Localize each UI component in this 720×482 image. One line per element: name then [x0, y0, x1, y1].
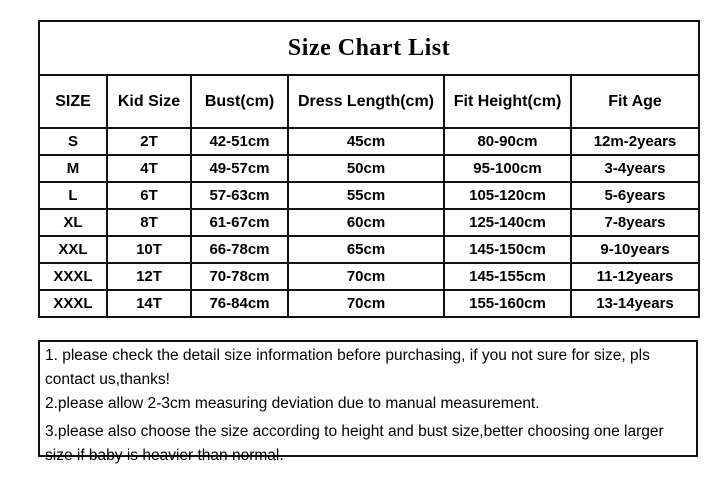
table-cell: 61-67cm — [190, 208, 289, 237]
column-header-size: SIZE — [38, 74, 108, 129]
column-header-fit-height: Fit Height(cm) — [443, 74, 572, 129]
table-cell: 42-51cm — [190, 127, 289, 156]
size-chart-table: Size Chart List SIZE Kid Size Bust(cm) D… — [38, 20, 700, 318]
column-header-dress-length: Dress Length(cm) — [287, 74, 445, 129]
table-cell: XXXL — [38, 289, 108, 318]
table-cell: 155-160cm — [443, 289, 572, 318]
table-cell: 50cm — [287, 154, 445, 183]
table-cell: 4T — [106, 154, 192, 183]
column-header-fit-age: Fit Age — [570, 74, 700, 129]
table-row-s: S 2T 42-51cm 45cm 80-90cm 12m-2years — [38, 127, 700, 156]
note-line: 1. please check the detail size informat… — [45, 347, 650, 388]
table-cell: 7-8years — [570, 208, 700, 237]
table-cell: 12T — [106, 262, 192, 291]
table-cell: 70cm — [287, 262, 445, 291]
note-line: 2.please allow 2-3cm measuring deviation… — [45, 395, 540, 412]
table-cell: L — [38, 181, 108, 210]
table-cell: 3-4years — [570, 154, 700, 183]
table-cell: 95-100cm — [443, 154, 572, 183]
table-cell: 65cm — [287, 235, 445, 264]
table-cell: 10T — [106, 235, 192, 264]
table-cell: XXL — [38, 235, 108, 264]
table-cell: 125-140cm — [443, 208, 572, 237]
table-cell: 13-14years — [570, 289, 700, 318]
table-cell: M — [38, 154, 108, 183]
table-cell: 11-12years — [570, 262, 700, 291]
column-header-kid-size: Kid Size — [106, 74, 192, 129]
table-cell: 55cm — [287, 181, 445, 210]
table-cell: 57-63cm — [190, 181, 289, 210]
table-cell: 76-84cm — [190, 289, 289, 318]
table-cell: 66-78cm — [190, 235, 289, 264]
notes-box: 1. please check the detail size informat… — [38, 340, 698, 464]
table-row-xl: XL 8T 61-67cm 60cm 125-140cm 7-8years — [38, 208, 700, 237]
table-cell: 6T — [106, 181, 192, 210]
table-cell: 70-78cm — [190, 262, 289, 291]
table-row-xxxl-14t: XXXL 14T 76-84cm 70cm 155-160cm 13-14yea… — [38, 289, 700, 318]
table-cell: XL — [38, 208, 108, 237]
table-cell: 9-10years — [570, 235, 700, 264]
column-header-row: SIZE Kid Size Bust(cm) Dress Length(cm) … — [38, 74, 700, 129]
title-row: Size Chart List — [38, 20, 700, 76]
note-line: 3.please also choose the size according … — [45, 423, 664, 464]
table-row-xxl: XXL 10T 66-78cm 65cm 145-150cm 9-10years — [38, 235, 700, 264]
table-cell: 12m-2years — [570, 127, 700, 156]
table-cell: 49-57cm — [190, 154, 289, 183]
table-cell: S — [38, 127, 108, 156]
table-row-m: M 4T 49-57cm 50cm 95-100cm 3-4years — [38, 154, 700, 183]
table-cell: 5-6years — [570, 181, 700, 210]
table-cell: 145-155cm — [443, 262, 572, 291]
table-cell: 8T — [106, 208, 192, 237]
page-title: Size Chart List — [38, 20, 700, 76]
table-cell: 80-90cm — [443, 127, 572, 156]
table-cell: 14T — [106, 289, 192, 318]
table-cell: 145-150cm — [443, 235, 572, 264]
table-cell: 70cm — [287, 289, 445, 318]
table-cell: 60cm — [287, 208, 445, 237]
table-cell: 105-120cm — [443, 181, 572, 210]
table-cell: 2T — [106, 127, 192, 156]
table-cell: 45cm — [287, 127, 445, 156]
table-cell: XXXL — [38, 262, 108, 291]
table-row-l: L 6T 57-63cm 55cm 105-120cm 5-6years — [38, 181, 700, 210]
table-row-xxxl-12t: XXXL 12T 70-78cm 70cm 145-155cm 11-12yea… — [38, 262, 700, 291]
column-header-bust: Bust(cm) — [190, 74, 289, 129]
